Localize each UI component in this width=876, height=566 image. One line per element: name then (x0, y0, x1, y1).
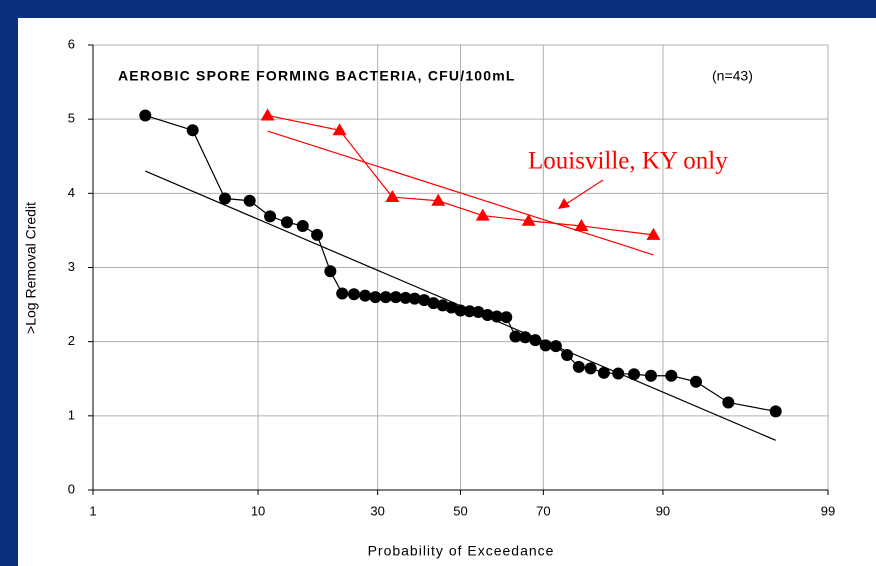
y-tick-label: 5 (68, 111, 75, 126)
y-axis-label: >Log Removal Credit (23, 202, 39, 334)
y-tick-label: 0 (68, 481, 75, 496)
data-point (529, 334, 542, 347)
data-point (311, 228, 324, 241)
data-point (408, 292, 421, 305)
data-point (722, 396, 735, 409)
data-point (445, 301, 458, 314)
data-point (431, 193, 446, 206)
data-point (379, 291, 392, 304)
x-tick-label: 1 (89, 503, 96, 518)
data-point (260, 108, 275, 121)
data-point (324, 265, 337, 278)
y-tick-label: 3 (68, 259, 75, 274)
data-point (427, 297, 440, 310)
data-point (399, 291, 412, 304)
data-point (574, 218, 589, 231)
trend-line (267, 130, 654, 256)
x-axis-label: Probability of Exceedance (368, 543, 555, 559)
x-tick-label: 90 (656, 503, 670, 518)
data-point (385, 190, 400, 203)
data-point (665, 369, 678, 382)
data-point (644, 369, 657, 382)
x-tick-label: 10 (251, 503, 265, 518)
data-point (186, 124, 199, 137)
data-point (646, 227, 661, 240)
chart-title: AEROBIC SPORE FORMING BACTERIA, CFU/100m… (118, 68, 516, 84)
data-point (218, 192, 231, 205)
annotation-arrow (565, 179, 604, 205)
data-point (264, 210, 277, 223)
data-point (243, 194, 256, 207)
left-band (0, 0, 18, 566)
data-point (769, 405, 782, 418)
data-point (509, 330, 522, 343)
chart-subtitle: (n=43) (712, 68, 753, 84)
data-point (332, 123, 347, 136)
annotation-arrowhead (558, 198, 570, 209)
x-tick-label: 50 (453, 503, 467, 518)
y-tick-label: 1 (68, 407, 75, 422)
data-point (389, 291, 402, 304)
y-tick-label: 4 (68, 185, 75, 200)
data-point (475, 208, 490, 221)
data-point (418, 294, 431, 307)
trend-line (145, 170, 776, 441)
x-tick-label: 70 (536, 503, 550, 518)
data-point (336, 287, 349, 300)
data-point (690, 375, 703, 388)
data-point (584, 362, 597, 375)
data-point (628, 368, 641, 381)
data-point (521, 213, 536, 226)
data-point (296, 219, 309, 232)
data-point (280, 216, 293, 229)
data-point (500, 311, 513, 324)
data-point (369, 291, 382, 304)
data-point (139, 109, 152, 122)
series-line (267, 114, 654, 236)
top-band (0, 0, 876, 18)
data-point (572, 360, 585, 373)
y-tick-label: 2 (68, 333, 75, 348)
annotation: Louisville, KY only (528, 148, 728, 175)
data-point (347, 288, 360, 301)
x-tick-label: 99 (821, 503, 835, 518)
data-point (597, 366, 610, 379)
data-point (359, 289, 372, 302)
x-tick-label: 30 (370, 503, 384, 518)
y-tick-label: 6 (68, 36, 75, 51)
data-point (539, 339, 552, 352)
